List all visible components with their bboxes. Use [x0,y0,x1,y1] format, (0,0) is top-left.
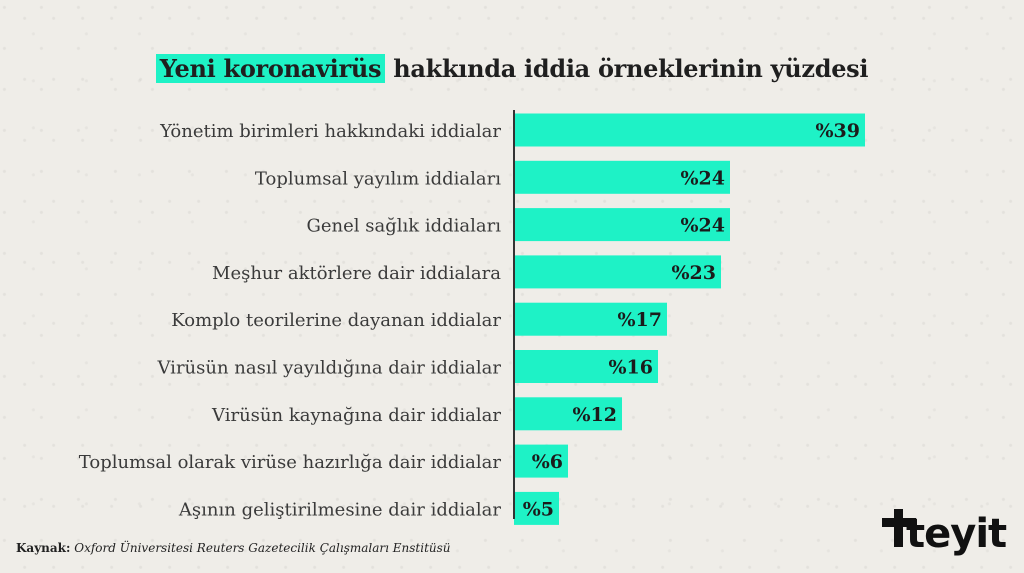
category-label-9: Aşının geliştirilmesine dair iddialar [178,499,501,520]
value-label-3: %24 [681,215,726,237]
bar-5 [514,302,667,336]
chart-title: Yeni koronavirüs hakkında iddia örnekler… [0,54,1024,83]
source-label: Kaynak: [16,541,71,555]
category-label-1: Yönetim birimleri hakkındaki iddialar [159,121,501,142]
bar-7 [514,397,622,431]
category-label-5: Komplo teorilerine dayanan iddialar [171,310,501,331]
chart-title-rest: hakkında iddia örneklerinin yüzdesi [393,54,869,83]
source-note: Kaynak: Oxford Üniversitesi Reuters Gaze… [16,541,451,555]
category-label-6: Virüsün nasıl yayıldığına dair iddialar [157,358,502,379]
value-label-5: %17 [618,309,663,331]
logo-wordmark: teyit [906,511,1007,557]
bar-8 [514,444,568,478]
category-label-3: Genel sağlık iddiaları [306,216,501,237]
logo-cross-horizontal [882,518,916,527]
category-label-7: Virüsün kaynağına dair iddialar [211,405,501,426]
value-label-2: %24 [681,167,726,189]
value-label-9: %5 [523,498,554,520]
category-label-4: Meşhur aktörlere dair iddialara [212,263,501,284]
bar-6 [514,350,658,383]
teyit-logo: teyit [882,509,1008,557]
bar-4 [514,255,721,289]
value-label-4: %23 [672,262,717,284]
logo-cross-vertical [894,509,903,547]
bar-2 [514,160,730,194]
value-label-1: %39 [816,120,861,142]
bar-1 [514,113,865,147]
value-label-8: %6 [532,451,563,473]
value-label-6: %16 [609,357,654,379]
category-label-8: Toplumsal olarak virüse hazırlığa dair i… [79,452,502,473]
source-text: Oxford Üniversitesi Reuters Gazetecilik … [74,541,451,555]
bar-3 [514,208,730,242]
bar-9 [514,491,559,525]
category-label-2: Toplumsal yayılım iddiaları [255,168,501,189]
chart-title-highlight: Yeni koronavirüs [155,54,386,83]
value-label-7: %12 [573,404,618,426]
